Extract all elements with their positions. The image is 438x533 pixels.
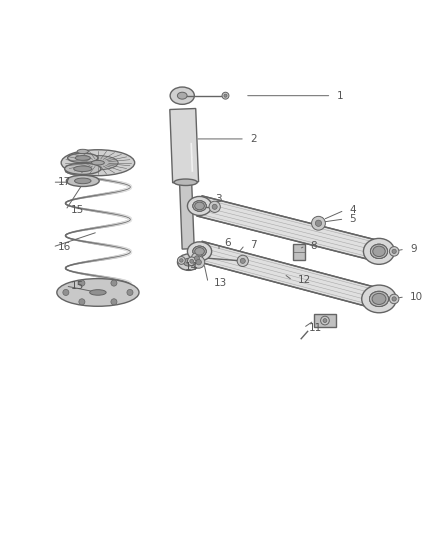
Ellipse shape: [66, 175, 99, 187]
Circle shape: [323, 319, 327, 322]
Ellipse shape: [193, 246, 206, 256]
Ellipse shape: [57, 279, 139, 306]
Polygon shape: [197, 241, 381, 309]
Text: 1: 1: [337, 91, 343, 101]
Ellipse shape: [187, 197, 212, 215]
Ellipse shape: [195, 247, 205, 255]
Ellipse shape: [174, 179, 197, 185]
Ellipse shape: [371, 244, 388, 259]
Ellipse shape: [195, 202, 205, 210]
Bar: [314, 313, 336, 327]
Text: 9: 9: [410, 244, 417, 254]
Circle shape: [311, 216, 325, 230]
Circle shape: [212, 204, 217, 209]
Circle shape: [315, 220, 321, 227]
Text: 11: 11: [308, 323, 322, 333]
Ellipse shape: [362, 285, 396, 313]
Circle shape: [79, 299, 85, 305]
Circle shape: [240, 259, 245, 263]
Circle shape: [392, 249, 396, 254]
Circle shape: [224, 94, 227, 97]
Circle shape: [111, 299, 117, 305]
Circle shape: [392, 297, 396, 301]
Ellipse shape: [193, 201, 206, 211]
Circle shape: [389, 294, 399, 304]
Text: 6: 6: [224, 238, 231, 248]
Ellipse shape: [193, 201, 206, 211]
Circle shape: [321, 316, 329, 325]
Circle shape: [177, 256, 185, 264]
Ellipse shape: [193, 246, 206, 256]
Circle shape: [196, 260, 201, 265]
Circle shape: [389, 247, 399, 256]
Ellipse shape: [75, 156, 90, 160]
Ellipse shape: [74, 166, 92, 172]
Polygon shape: [197, 196, 381, 261]
Text: 4: 4: [350, 205, 356, 215]
Circle shape: [209, 201, 220, 213]
Ellipse shape: [184, 259, 194, 266]
Ellipse shape: [193, 201, 206, 211]
Text: 8: 8: [311, 241, 317, 251]
Circle shape: [63, 289, 69, 295]
Ellipse shape: [193, 246, 206, 256]
Circle shape: [190, 260, 194, 263]
Text: 7: 7: [250, 240, 257, 250]
Ellipse shape: [370, 292, 389, 306]
Ellipse shape: [92, 160, 104, 165]
Text: 10: 10: [410, 292, 423, 302]
Ellipse shape: [65, 163, 101, 174]
Text: 5: 5: [350, 214, 356, 224]
Circle shape: [193, 256, 205, 268]
Ellipse shape: [90, 289, 106, 295]
Text: 17: 17: [58, 177, 71, 187]
Ellipse shape: [373, 246, 385, 256]
Ellipse shape: [177, 254, 200, 270]
Bar: [293, 244, 305, 261]
Circle shape: [79, 280, 85, 286]
Text: 13: 13: [213, 278, 226, 288]
Ellipse shape: [77, 149, 88, 154]
Text: 3: 3: [215, 195, 222, 205]
Circle shape: [187, 257, 196, 265]
Ellipse shape: [370, 292, 389, 306]
Circle shape: [194, 256, 199, 261]
Circle shape: [111, 280, 117, 286]
Circle shape: [237, 255, 248, 266]
Circle shape: [191, 253, 202, 264]
Text: 14: 14: [185, 262, 198, 272]
Circle shape: [127, 289, 133, 295]
Ellipse shape: [371, 244, 388, 259]
Circle shape: [180, 259, 183, 262]
Ellipse shape: [74, 178, 91, 184]
Polygon shape: [170, 109, 198, 183]
Text: 12: 12: [298, 276, 311, 285]
Ellipse shape: [187, 242, 212, 261]
Text: 15: 15: [71, 281, 84, 291]
Ellipse shape: [364, 238, 395, 264]
Ellipse shape: [61, 150, 134, 176]
Ellipse shape: [371, 244, 388, 259]
Circle shape: [222, 92, 229, 99]
Ellipse shape: [177, 92, 187, 99]
Ellipse shape: [170, 87, 194, 104]
Text: 2: 2: [250, 134, 257, 144]
Ellipse shape: [370, 292, 389, 306]
Ellipse shape: [78, 156, 118, 170]
Text: 15: 15: [71, 205, 84, 215]
Polygon shape: [180, 182, 194, 249]
Text: 16: 16: [58, 242, 71, 252]
Ellipse shape: [372, 293, 386, 304]
Ellipse shape: [67, 153, 98, 163]
